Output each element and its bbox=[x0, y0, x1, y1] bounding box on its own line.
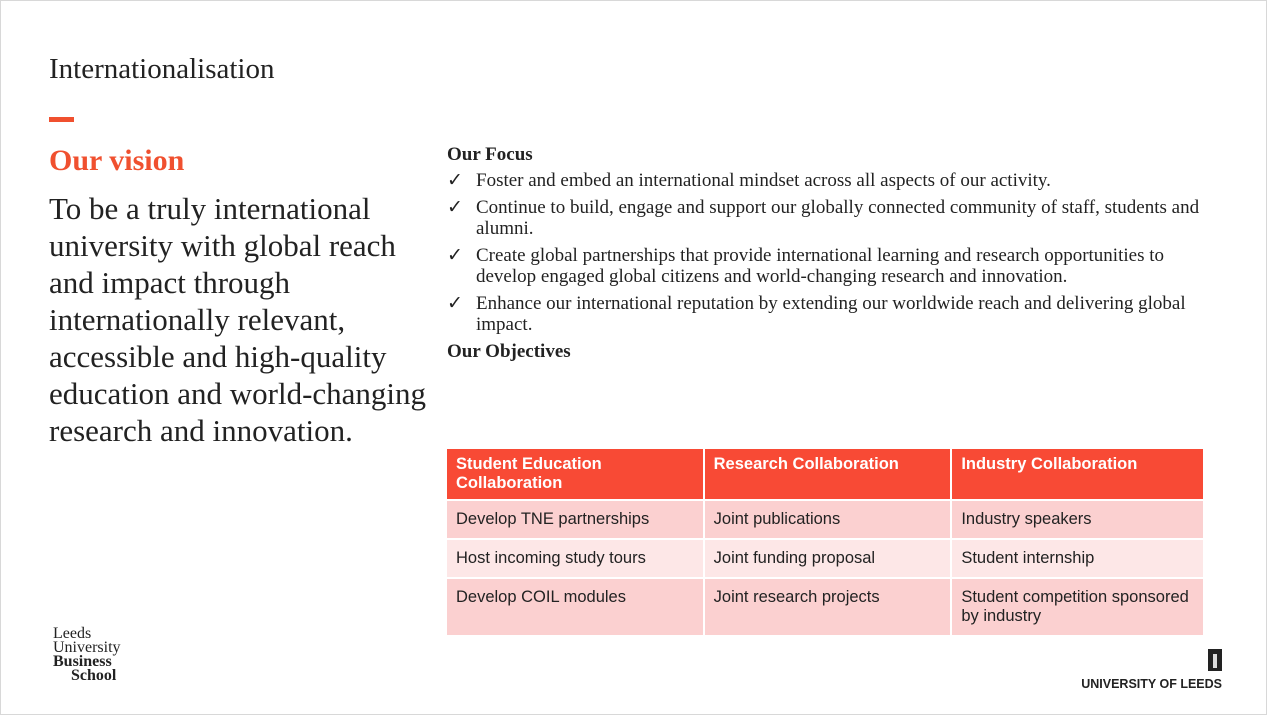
focus-item-text: Enhance our international reputation by … bbox=[476, 293, 1186, 335]
focus-list: ✓ Foster and embed an international minds… bbox=[447, 170, 1217, 335]
vision-text: To be a truly international university w… bbox=[49, 191, 427, 448]
focus-section: Our Focus ✓ Foster and embed an internati… bbox=[447, 144, 1217, 367]
check-icon: ✓ bbox=[447, 197, 463, 218]
check-icon: ✓ bbox=[447, 245, 463, 266]
tower-icon bbox=[1208, 649, 1222, 671]
focus-heading: Our Focus bbox=[447, 144, 533, 165]
objectives-table: Student Education Collaboration Research… bbox=[447, 449, 1205, 637]
table-cell: Student internship bbox=[951, 539, 1205, 579]
focus-item-text: Create global partnerships that provide … bbox=[476, 245, 1164, 287]
objectives-heading: Our Objectives bbox=[447, 341, 571, 362]
table-cell: Develop TNE partnerships bbox=[447, 500, 705, 540]
table-cell: Joint research projects bbox=[703, 578, 953, 637]
focus-item: ✓ Enhance our international reputation by… bbox=[447, 293, 1217, 335]
lubs-logo: Leeds University Business School bbox=[53, 625, 121, 684]
check-icon: ✓ bbox=[447, 170, 463, 191]
table-cell: Student competition sponsored by industr… bbox=[951, 578, 1205, 637]
focus-item: ✓ Foster and embed an international minds… bbox=[447, 170, 1217, 191]
focus-item: ✓ Continue to build, engage and support o… bbox=[447, 197, 1217, 239]
accent-bar bbox=[49, 117, 74, 122]
column-header: Research Collaboration bbox=[703, 449, 953, 501]
column-header: Student Education Collaboration bbox=[447, 449, 705, 501]
logo-text: UNIVERSITY OF LEEDS bbox=[1081, 677, 1222, 691]
logo-line: Business bbox=[53, 653, 112, 670]
table-cell: Joint publications bbox=[703, 500, 953, 540]
vision-heading: Our vision bbox=[49, 144, 185, 177]
university-of-leeds-logo: UNIVERSITY OF LEEDS bbox=[1077, 649, 1222, 691]
focus-item-text: Continue to build, engage and support ou… bbox=[476, 197, 1200, 239]
table-cell: Industry speakers bbox=[951, 500, 1205, 540]
slide-title: Internationalisation bbox=[49, 53, 275, 85]
logo-line: University bbox=[53, 639, 121, 656]
table-cell: Host incoming study tours bbox=[447, 539, 705, 579]
table-row: Develop TNE partnerships Joint publicati… bbox=[447, 500, 1205, 540]
table-row: Host incoming study tours Joint funding … bbox=[447, 539, 1205, 579]
column-header: Industry Collaboration bbox=[951, 449, 1205, 501]
table-cell: Joint funding proposal bbox=[703, 539, 953, 579]
table-row: Develop COIL modules Joint research proj… bbox=[447, 578, 1205, 637]
table-header: Student Education Collaboration Research… bbox=[447, 449, 1205, 501]
focus-item: ✓ Create global partnerships that provide… bbox=[447, 245, 1217, 287]
focus-item-text: Foster and embed an international mindse… bbox=[476, 170, 1051, 191]
logo-line: Leeds bbox=[53, 625, 92, 642]
logo-line: School bbox=[71, 667, 117, 684]
check-icon: ✓ bbox=[447, 293, 463, 314]
table-cell: Develop COIL modules bbox=[447, 578, 705, 637]
